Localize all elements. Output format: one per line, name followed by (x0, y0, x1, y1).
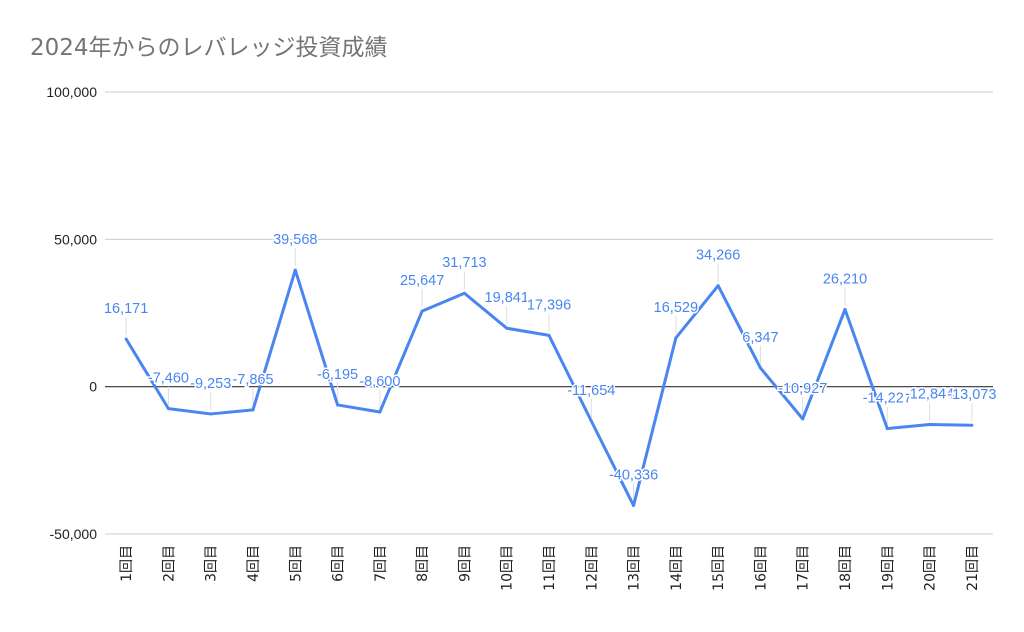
data-point (843, 307, 847, 311)
data-label: 16,171 (104, 301, 148, 317)
data-point (632, 504, 636, 508)
x-tick-label: 8回目 (415, 545, 431, 582)
x-tick-label: 10回目 (500, 545, 516, 591)
data-label: 26,210 (823, 271, 867, 287)
data-point (166, 407, 170, 411)
x-tick-label: 3回目 (204, 545, 220, 582)
x-tick-label: 20回目 (923, 545, 939, 591)
x-tick-label: 16回目 (753, 545, 769, 591)
data-label: -12,844 (905, 387, 954, 403)
data-label: -7,865 (232, 372, 273, 388)
data-point (251, 408, 255, 412)
data-point (547, 333, 551, 337)
data-point (928, 423, 932, 427)
data-point (589, 419, 593, 423)
data-point (336, 403, 340, 407)
x-tick-label: 9回目 (457, 545, 473, 582)
data-label: 25,647 (400, 273, 444, 289)
x-tick-label: 13回目 (627, 545, 643, 591)
y-tick-label: 100,000 (46, 84, 97, 100)
data-point (885, 427, 889, 431)
data-label: 16,529 (654, 300, 698, 316)
data-label: 17,396 (527, 297, 571, 313)
data-point (420, 309, 424, 313)
data-point (674, 336, 678, 340)
x-tick-label: 4回目 (246, 545, 262, 582)
data-point (505, 326, 509, 330)
x-tick-label: 11回目 (542, 545, 558, 591)
data-label: 31,713 (442, 255, 486, 271)
data-label: 6,347 (742, 330, 778, 346)
x-tick-label: 7回目 (373, 545, 389, 582)
data-label: -10,927 (778, 381, 827, 397)
x-tick-label: 12回目 (584, 545, 600, 591)
data-point (378, 410, 382, 414)
data-label: -7,460 (148, 371, 189, 387)
data-label: -13,073 (947, 387, 996, 403)
x-tick-label: 6回目 (331, 545, 347, 582)
x-tick-label: 2回目 (161, 545, 177, 582)
data-label: -11,654 (567, 383, 615, 399)
x-tick-label: 19回目 (880, 545, 896, 591)
chart-title: 2024年からのレバレッジ投資成績 (30, 35, 388, 61)
x-tick-label: 5回目 (288, 545, 304, 582)
x-tick-label: 21回目 (965, 545, 981, 591)
data-point (758, 366, 762, 370)
data-point (124, 337, 128, 341)
data-point (462, 291, 466, 295)
y-tick-label: 50,000 (54, 231, 97, 247)
data-point (293, 268, 297, 272)
data-point (716, 284, 720, 288)
y-tick-label: -50,000 (50, 526, 98, 542)
y-tick-label: 0 (89, 379, 97, 395)
data-point (801, 417, 805, 421)
data-label: 19,841 (485, 290, 529, 306)
x-tick-label: 17回目 (796, 545, 812, 591)
data-point (209, 412, 213, 416)
data-label: -14,227 (863, 391, 912, 407)
x-tick-label: 15回目 (711, 545, 727, 591)
x-tick-label: 1回目 (119, 545, 135, 582)
data-label: -8,600 (359, 374, 400, 390)
data-label: 34,266 (696, 248, 740, 264)
data-label: -9,253 (190, 376, 231, 392)
data-label: -6,195 (317, 367, 358, 383)
data-point (970, 423, 974, 427)
x-tick-label: 14回目 (669, 545, 685, 591)
data-label: 39,568 (273, 232, 317, 248)
data-label: -40,336 (609, 468, 658, 484)
x-tick-label: 18回目 (838, 545, 854, 591)
